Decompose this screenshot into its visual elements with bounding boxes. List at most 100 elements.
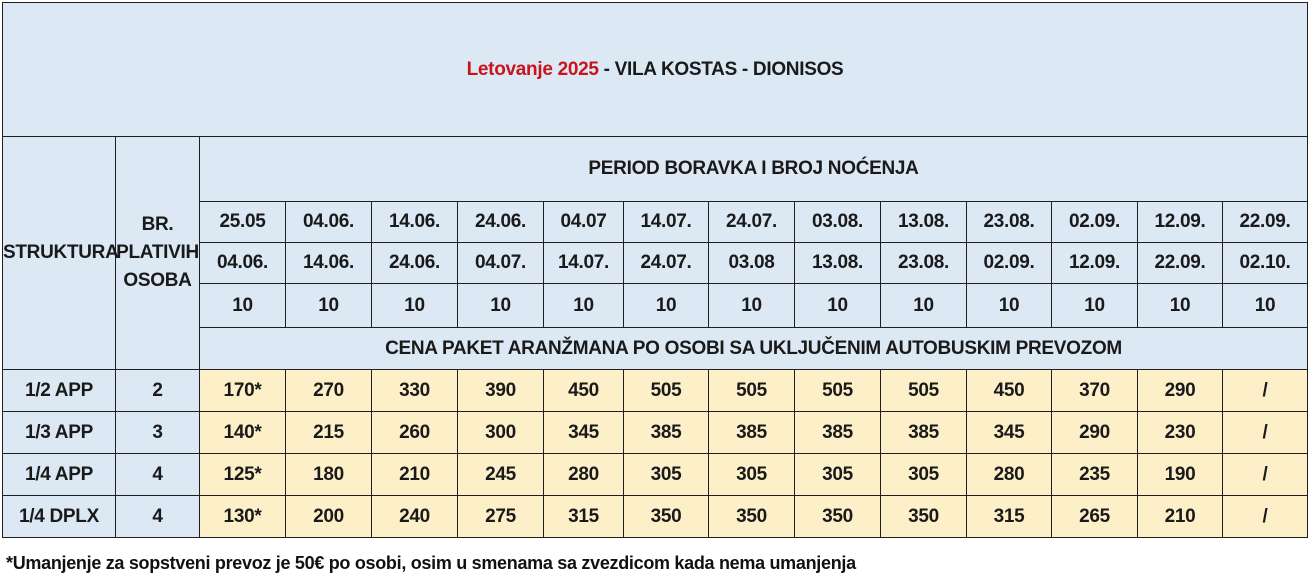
period-from: 23.08.	[966, 201, 1052, 243]
osobe-cell: 4	[115, 495, 200, 538]
price-cell: 385	[880, 411, 967, 454]
table-row: 1/2 APP 2 170* 270 330 390 450 505 505 505 505 450 3…	[2, 369, 1309, 412]
price-cell: /	[1221, 369, 1309, 412]
period-nights: 10	[199, 283, 286, 328]
table-row: 1/4 DPLX 4 130* 200 240 275 315 350 350 350 350 315…	[2, 495, 1309, 538]
price-cell: 330	[371, 369, 458, 412]
period-header: PERIOD BORAVKA I BROJ NOĆENJA	[198, 136, 1309, 202]
price-cell: 305	[623, 453, 709, 496]
price-cell: 125*	[199, 453, 286, 496]
period-nights: 10	[457, 283, 544, 328]
price-cell: 315	[966, 495, 1052, 538]
price-cell: 385	[794, 411, 881, 454]
struktura-cell: 1/4 DPLX	[2, 495, 116, 538]
price-cell: 210	[1137, 495, 1223, 538]
period-from: 24.07.	[708, 201, 795, 243]
osobe-cell: 3	[115, 411, 200, 454]
price-cell: 245	[457, 453, 544, 496]
price-cell: /	[1221, 411, 1309, 454]
period-nights: 10	[880, 283, 967, 328]
price-cell: 290	[1051, 411, 1138, 454]
osobe-cell: 4	[115, 453, 200, 496]
period-to: 24.07.	[623, 242, 709, 284]
price-cell: 140*	[199, 411, 286, 454]
period-nights: 10	[1137, 283, 1223, 328]
title-rest: - VILA KOSTAS - DIONISOS	[598, 58, 844, 80]
period-nights: 10	[708, 283, 795, 328]
br-osoba-line2: PLATIVIH	[116, 242, 199, 263]
br-osoba-line1: BR.	[141, 214, 174, 235]
price-cell: 170*	[199, 369, 286, 412]
price-cell: /	[1221, 453, 1309, 496]
period-to: 04.07.	[457, 242, 544, 284]
price-cell: 260	[371, 411, 458, 454]
period-to: 12.09.	[1051, 242, 1138, 284]
price-cell: 505	[794, 369, 881, 412]
period-nights: 10	[543, 283, 624, 328]
price-cell: /	[1221, 495, 1309, 538]
table-row: 1/4 APP 4 125* 180 210 245 280 305 305 305 305 280 2…	[2, 453, 1309, 496]
price-cell: 505	[880, 369, 967, 412]
price-cell: 270	[285, 369, 372, 412]
price-cell: 450	[966, 369, 1052, 412]
price-cell: 280	[966, 453, 1052, 496]
table-title: Letovanje 2025 - VILA KOSTAS - DIONISOS	[1, 2, 1309, 137]
price-cell: 200	[285, 495, 372, 538]
price-cell: 240	[371, 495, 458, 538]
period-nights: 10	[1051, 283, 1138, 328]
period-from: 14.07.	[623, 201, 709, 243]
osobe-cell: 2	[115, 369, 200, 412]
period-nights: 10	[371, 283, 458, 328]
price-cell: 230	[1137, 411, 1223, 454]
price-cell: 215	[285, 411, 372, 454]
price-table: Letovanje 2025 - VILA KOSTAS - DIONISOS …	[1, 2, 1309, 538]
title-highlight: Letovanje 2025	[466, 58, 599, 80]
price-cell: 350	[794, 495, 881, 538]
period-from: 22.09.	[1221, 201, 1309, 243]
price-cell: 305	[880, 453, 967, 496]
price-cell: 385	[708, 411, 795, 454]
price-cell: 350	[880, 495, 967, 538]
price-cell: 130*	[199, 495, 286, 538]
period-from: 03.08.	[794, 201, 881, 243]
period-from: 02.09.	[1051, 201, 1138, 243]
struktura-cell: 1/3 APP	[2, 411, 116, 454]
period-nights: 10	[623, 283, 709, 328]
struktura-cell: 1/2 APP	[2, 369, 116, 412]
period-to: 04.06.	[199, 242, 286, 284]
price-cell: 315	[543, 495, 624, 538]
period-from: 14.06.	[371, 201, 458, 243]
cena-header: CENA PAKET ARANŽMANA PO OSOBI SA UKLJUČE…	[198, 327, 1309, 370]
price-cell: 305	[708, 453, 795, 496]
price-cell: 350	[623, 495, 709, 538]
period-from: 25.05	[199, 201, 286, 243]
price-cell: 275	[457, 495, 544, 538]
price-cell: 290	[1137, 369, 1223, 412]
period-to: 14.07.	[543, 242, 624, 284]
struktura-cell: 1/4 APP	[2, 453, 116, 496]
br-osoba-header: BR. PLATIVIH OSOBA	[115, 136, 200, 370]
br-osoba-line3: OSOBA	[123, 270, 192, 291]
price-cell: 450	[543, 369, 624, 412]
table-row: 1/3 APP 3 140* 215 260 300 345 385 385 385 385 345 2…	[2, 411, 1309, 454]
price-cell: 370	[1051, 369, 1138, 412]
period-nights: 10	[1221, 283, 1309, 328]
price-cell: 305	[794, 453, 881, 496]
price-cell: 210	[371, 453, 458, 496]
price-cell: 265	[1051, 495, 1138, 538]
period-from: 13.08.	[880, 201, 967, 243]
period-from: 04.07	[543, 201, 624, 243]
period-nights: 10	[966, 283, 1052, 328]
price-cell: 350	[708, 495, 795, 538]
period-from: 12.09.	[1137, 201, 1223, 243]
price-cell: 300	[457, 411, 544, 454]
price-cell: 345	[543, 411, 624, 454]
period-to: 24.06.	[371, 242, 458, 284]
period-from: 24.06.	[457, 201, 544, 243]
price-cell: 235	[1051, 453, 1138, 496]
price-cell: 505	[623, 369, 709, 412]
period-to: 02.10.	[1221, 242, 1309, 284]
period-from: 04.06.	[285, 201, 372, 243]
price-cell: 505	[708, 369, 795, 412]
price-cell: 390	[457, 369, 544, 412]
